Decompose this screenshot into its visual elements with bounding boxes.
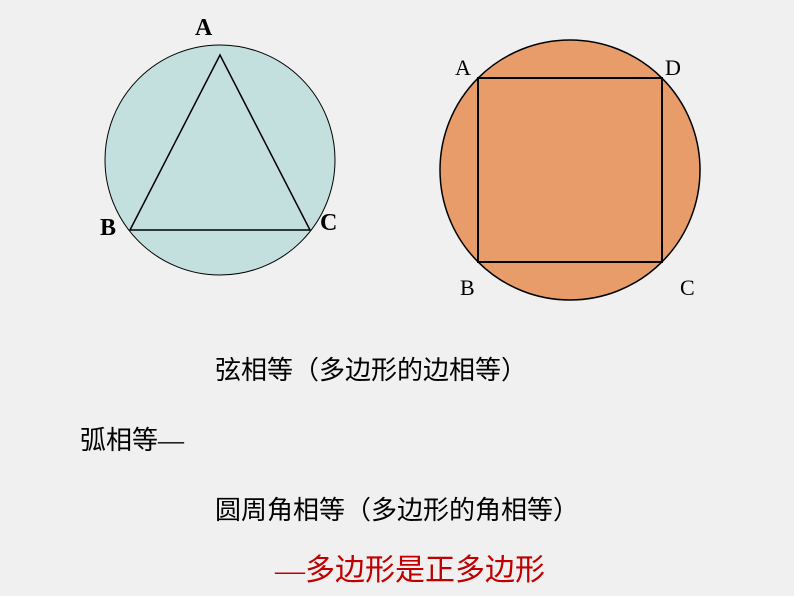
diagram-area: A B C A D B C [0,0,794,340]
label-A-left: A [195,15,212,42]
label-C-left: C [320,210,337,237]
label-A-right: A [455,55,471,81]
text-regular-polygon: —多边形是正多边形 [275,545,545,589]
text-arc-equal: 弧相等— [80,420,184,457]
left-circle [105,45,335,275]
label-B-right: B [460,275,475,301]
label-B-left: B [100,215,116,242]
label-D-right: D [665,55,681,81]
label-C-right: C [680,275,695,301]
triangle-circle-svg [100,20,360,300]
text-angle-equal: 圆周角相等（多边形的角相等） [215,490,579,527]
text-chord-equal: 弦相等（多边形的边相等） [215,350,527,387]
triangle-in-circle-diagram [100,20,360,305]
